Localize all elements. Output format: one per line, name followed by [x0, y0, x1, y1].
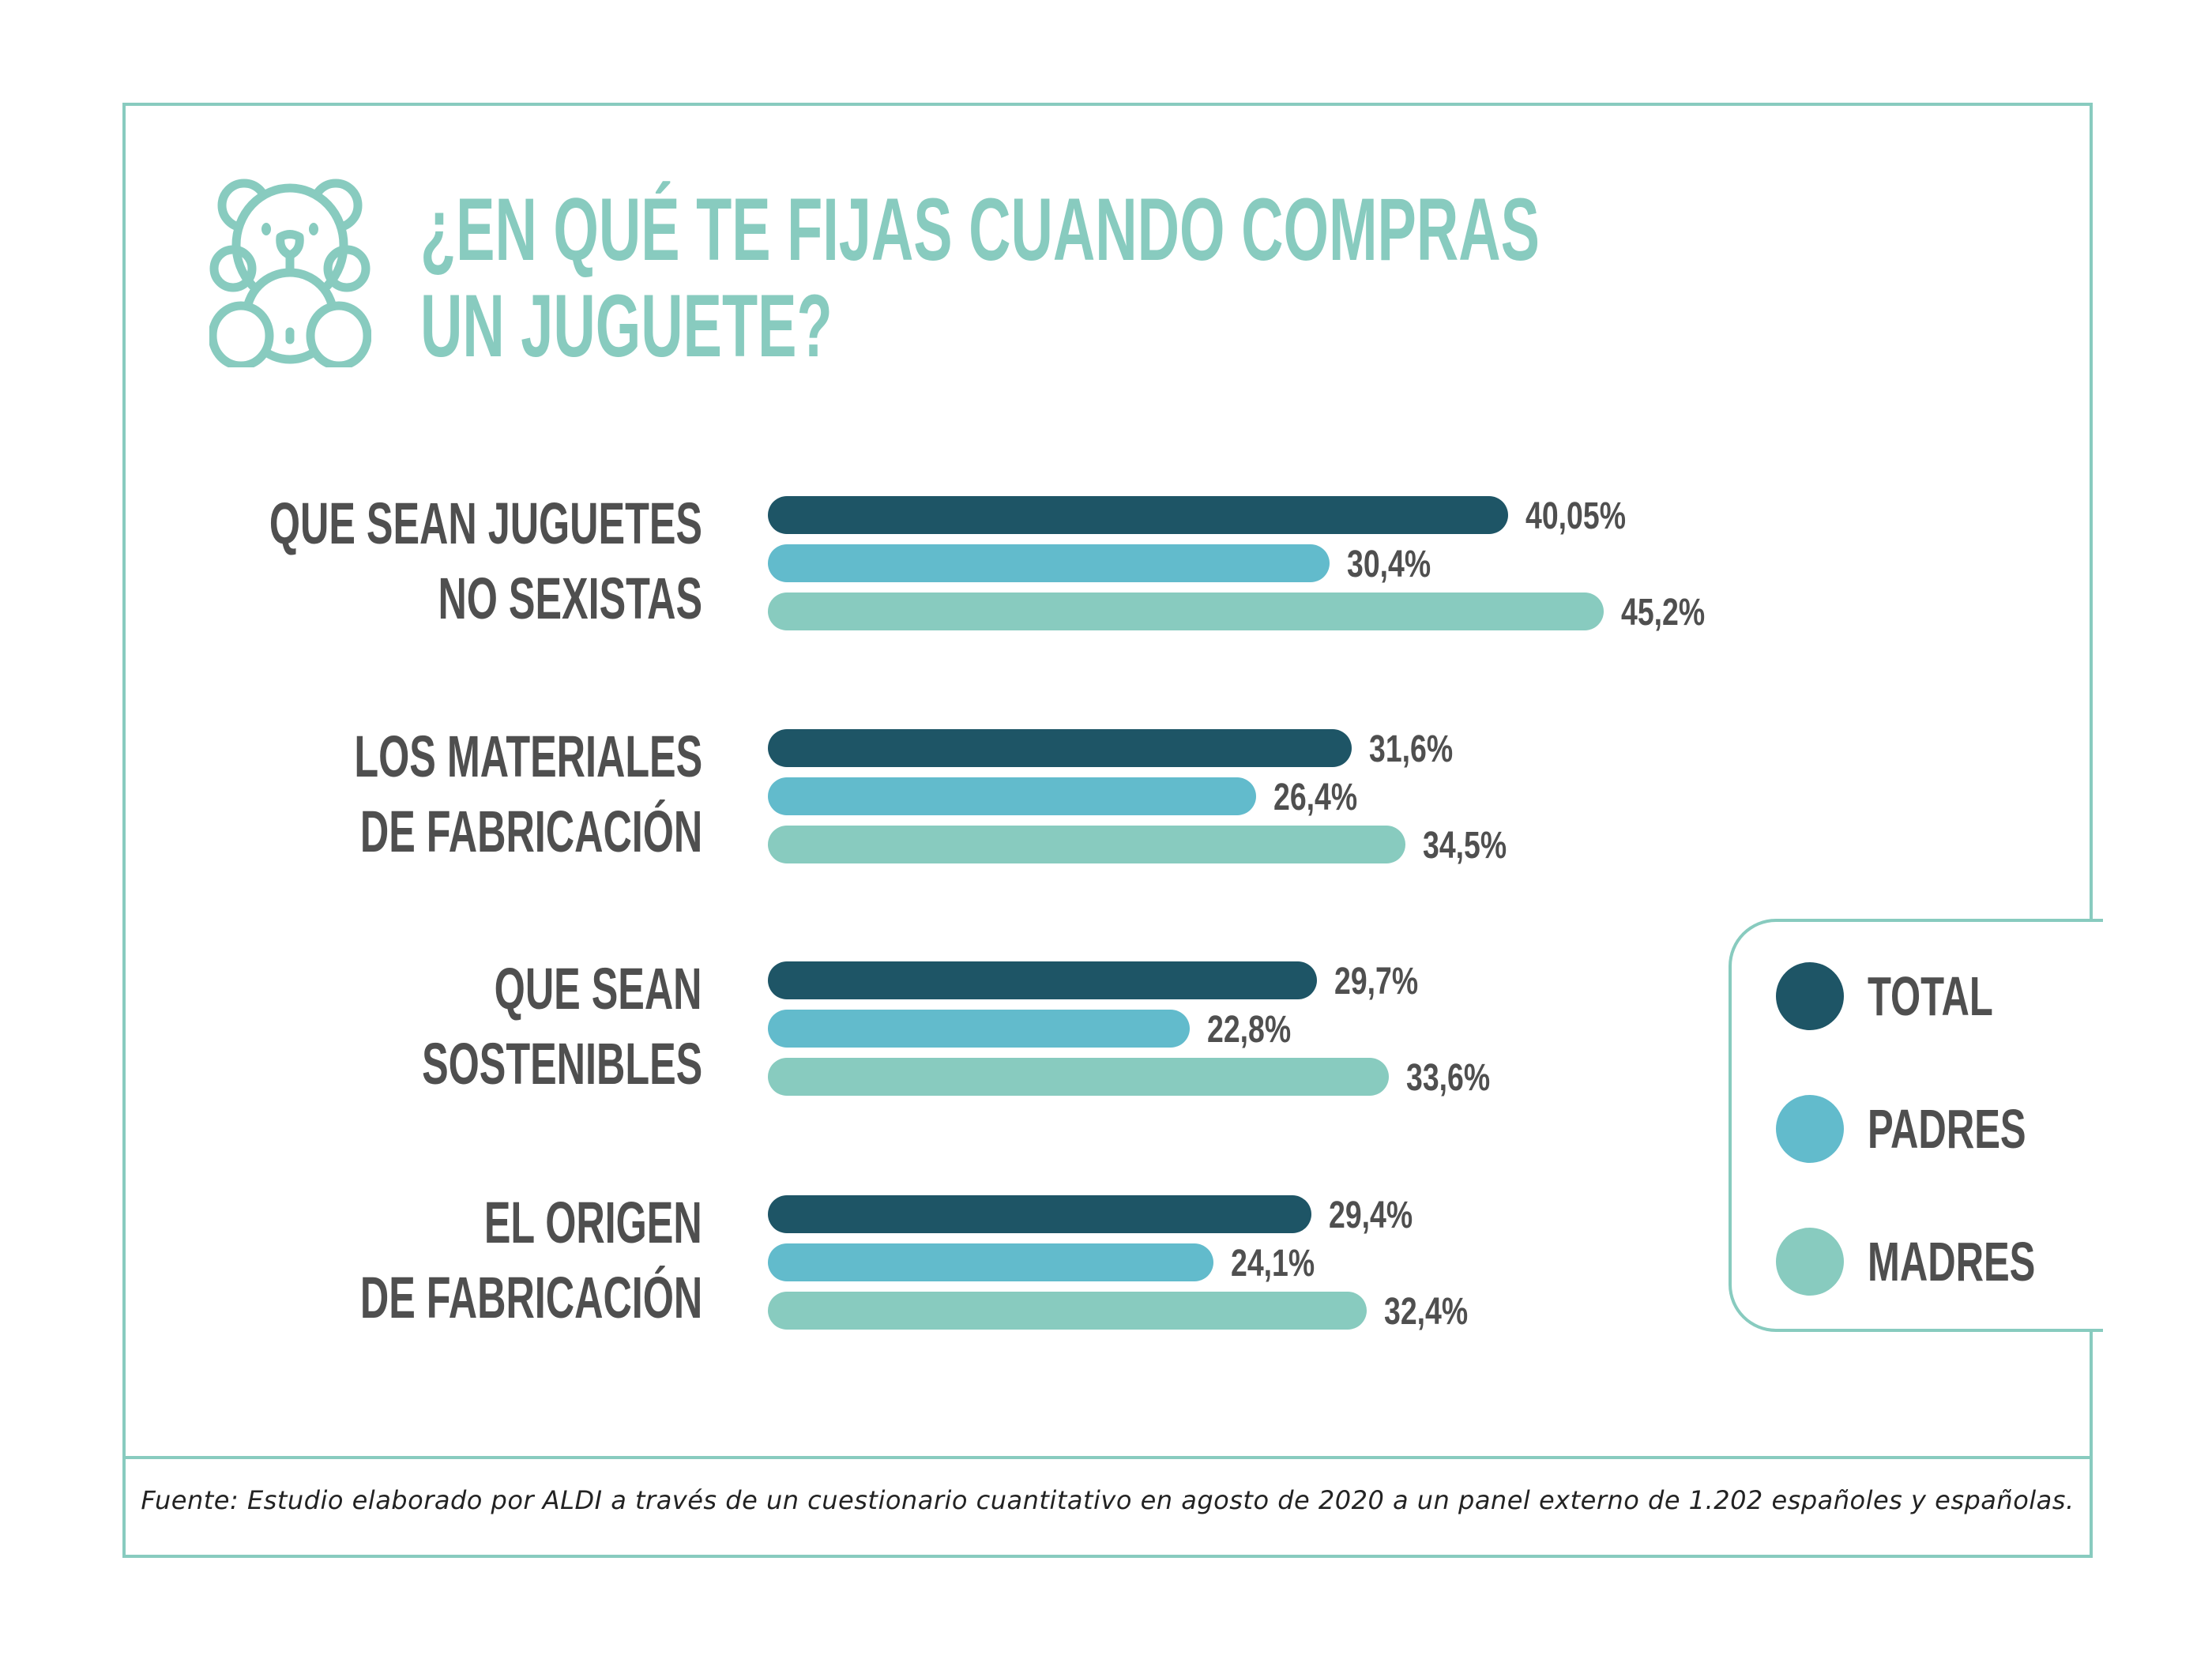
footer-divider	[122, 1456, 2093, 1459]
legend: TOTAL PADRES MADRES	[1729, 919, 2103, 1332]
data-label-madres: 34,5%	[1423, 825, 1507, 867]
category-label: SOSTENIBLES	[421, 1031, 702, 1097]
legend-swatch-padres	[1776, 1095, 1844, 1163]
bar-total	[768, 1195, 1311, 1233]
bar-padres	[768, 544, 1330, 582]
bar-total	[768, 729, 1352, 767]
legend-item-total: TOTAL	[1776, 962, 2047, 1030]
data-label-total: 31,6%	[1369, 728, 1454, 770]
chart-title-line-1: ¿EN QUÉ TE FIJAS CUANDO COMPRAS	[420, 180, 1540, 279]
data-label-madres: 45,2%	[1620, 592, 1705, 634]
source-footnote: Fuente: Estudio elaborado por ALDI a tra…	[141, 1485, 2075, 1515]
legend-item-padres: PADRES	[1776, 1095, 2094, 1163]
data-label-madres: 32,4%	[1384, 1291, 1469, 1333]
chart-title-line-2: UN JUGUETE?	[420, 276, 833, 375]
data-label-padres: 30,4%	[1347, 544, 1431, 585]
bar-madres	[768, 1058, 1390, 1096]
infographic-frame	[122, 103, 2093, 1558]
bar-total	[768, 496, 1509, 534]
teddy-bear-icon	[209, 179, 371, 367]
category-label: NO SEXISTAS	[438, 566, 702, 631]
legend-swatch-madres	[1776, 1228, 1844, 1296]
data-label-padres: 22,8%	[1206, 1009, 1291, 1051]
category-label: EL ORIGEN	[484, 1190, 702, 1255]
bar-total	[768, 961, 1317, 999]
category-label: QUE SEAN	[495, 956, 702, 1021]
data-label-total: 29,7%	[1334, 961, 1419, 1003]
data-label-total: 40,05%	[1525, 495, 1627, 537]
category-label: QUE SEAN JUGUETES	[269, 491, 702, 556]
data-label-madres: 33,6%	[1406, 1057, 1491, 1099]
legend-label: PADRES	[1868, 1098, 2026, 1160]
data-label-total: 29,4%	[1328, 1194, 1413, 1236]
category-label: DE FABRICACIÓN	[359, 799, 702, 864]
data-label-padres: 24,1%	[1230, 1243, 1315, 1285]
category-label: LOS MATERIALES	[354, 724, 702, 789]
bar-madres	[768, 826, 1406, 863]
legend-swatch-total	[1776, 962, 1844, 1030]
bar-madres	[768, 592, 1604, 630]
bar-padres	[768, 777, 1256, 815]
category-label: DE FABRICACIÓN	[359, 1265, 702, 1330]
legend-label: MADRES	[1868, 1231, 2036, 1292]
data-label-padres: 26,4%	[1273, 777, 1357, 818]
bar-padres	[768, 1243, 1213, 1281]
legend-label: TOTAL	[1868, 965, 1993, 1027]
bar-madres	[768, 1292, 1367, 1330]
bar-padres	[768, 1010, 1190, 1048]
legend-item-madres: MADRES	[1776, 1228, 2107, 1296]
